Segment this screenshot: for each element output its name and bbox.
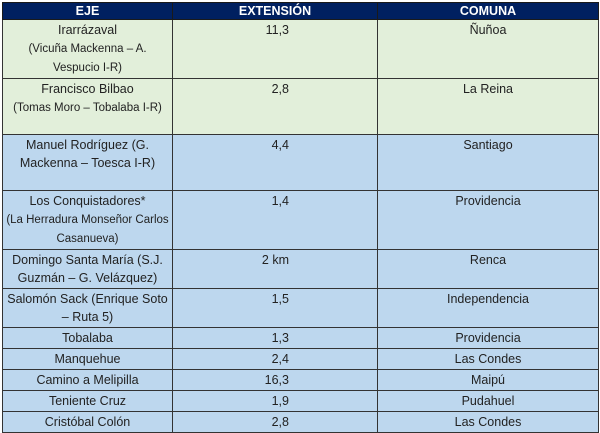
cell-comuna: Las Condes xyxy=(377,348,599,370)
cell-comuna: Providencia xyxy=(377,190,599,250)
cell-comuna: Santiago xyxy=(377,134,599,191)
cell-extension: 1,3 xyxy=(172,327,378,349)
cell-comuna: Ñuñoa xyxy=(377,19,599,79)
eje-detail: (La Herradura Monseñor Carlos Casanueva) xyxy=(6,214,169,245)
eje-name: Teniente Cruz xyxy=(48,394,127,408)
cell-eje: Los Conquistadores* (La Herradura Monseño… xyxy=(2,190,173,250)
table-row: Los Conquistadores* (La Herradura Monseño… xyxy=(2,190,599,250)
cell-eje: Domingo Santa María (S.J. Guzmán – G. Ve… xyxy=(2,249,173,289)
table-row: Camino a Melipilla 16,3 Maipú xyxy=(2,369,599,391)
table-row: Francisco Bilbao (Tomas Moro – Tobalaba I… xyxy=(2,78,599,135)
cell-comuna: Independencia xyxy=(377,288,599,328)
cell-eje: Teniente Cruz xyxy=(2,390,173,412)
cell-eje: Manuel Rodríguez (G. Mackenna – Toesca I… xyxy=(2,134,173,191)
table-row: Cristóbal Colón 2,8 Las Condes xyxy=(2,411,599,433)
table-row: Manuel Rodríguez (G. Mackenna – Toesca I… xyxy=(2,134,599,191)
cell-eje: Tobalaba xyxy=(2,327,173,349)
cell-extension: 1,4 xyxy=(172,190,378,250)
cell-comuna: Pudahuel xyxy=(377,390,599,412)
header-row: EJE EXTENSIÓN COMUNA xyxy=(2,2,599,20)
cell-extension: 2 km xyxy=(172,249,378,289)
cell-extension: 1,5 xyxy=(172,288,378,328)
cell-eje: Francisco Bilbao (Tomas Moro – Tobalaba I… xyxy=(2,78,173,135)
header-eje: EJE xyxy=(2,2,173,20)
cell-comuna: La Reina xyxy=(377,78,599,135)
cell-extension: 2,8 xyxy=(172,411,378,433)
eje-name: Francisco Bilbao xyxy=(41,82,134,96)
cell-extension: 16,3 xyxy=(172,369,378,391)
header-extension: EXTENSIÓN xyxy=(172,2,378,20)
table-row: Tobalaba 1,3 Providencia xyxy=(2,327,599,349)
cell-comuna: Maipú xyxy=(377,369,599,391)
eje-name: Manuel Rodríguez (G. Mackenna – Toesca I… xyxy=(19,138,156,170)
table-row: Irarrázaval (Vicuña Mackenna – A. Vespuci… xyxy=(2,19,599,79)
cell-extension: 11,3 xyxy=(172,19,378,79)
cell-comuna: Providencia xyxy=(377,327,599,349)
table-row: Domingo Santa María (S.J. Guzmán – G. Ve… xyxy=(2,249,599,289)
cell-extension: 2,8 xyxy=(172,78,378,135)
eje-detail: (Tomas Moro – Tobalaba I-R) xyxy=(13,102,162,114)
cell-eje: Cristóbal Colón xyxy=(2,411,173,433)
eje-name: Camino a Melipilla xyxy=(36,373,139,387)
cell-eje: Irarrázaval (Vicuña Mackenna – A. Vespuci… xyxy=(2,19,173,79)
eje-detail: (Vicuña Mackenna – A. Vespucio I-R) xyxy=(28,43,147,74)
cell-eje: Salomón Sack (Enrique Soto – Ruta 5) xyxy=(2,288,173,328)
cell-comuna: Renca xyxy=(377,249,599,289)
header-comuna: COMUNA xyxy=(377,2,599,20)
cell-extension: 4,4 xyxy=(172,134,378,191)
cell-extension: 2,4 xyxy=(172,348,378,370)
eje-name: Irarrázaval xyxy=(57,23,118,37)
table-row: Salomón Sack (Enrique Soto – Ruta 5) 1,5… xyxy=(2,288,599,328)
table-row: Manquehue 2,4 Las Condes xyxy=(2,348,599,370)
cell-extension: 1,9 xyxy=(172,390,378,412)
table-row: Teniente Cruz 1,9 Pudahuel xyxy=(2,390,599,412)
cell-comuna: Las Condes xyxy=(377,411,599,433)
cell-eje: Manquehue xyxy=(2,348,173,370)
eje-name: Manquehue xyxy=(54,352,121,366)
cell-eje: Camino a Melipilla xyxy=(2,369,173,391)
eje-name: Tobalaba xyxy=(62,331,113,345)
eje-name: Cristóbal Colón xyxy=(44,415,131,429)
eje-name: Salomón Sack (Enrique Soto – Ruta 5) xyxy=(7,292,168,324)
eje-name: Los Conquistadores* xyxy=(29,194,146,208)
eje-name: Domingo Santa María (S.J. Guzmán – G. Ve… xyxy=(12,253,163,285)
